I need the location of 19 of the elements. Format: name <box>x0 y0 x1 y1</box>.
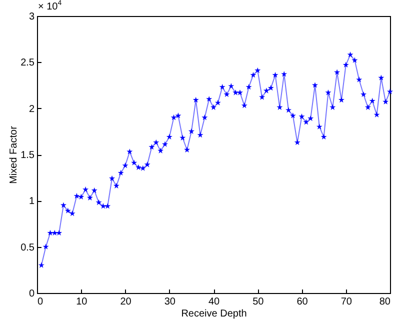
y-tick-label: 0.5 <box>20 242 35 254</box>
y-axis-title: Mixed Factor <box>8 125 20 184</box>
x-tick-label: 40 <box>208 296 220 308</box>
x-tick-label: 60 <box>296 296 308 308</box>
x-tick-label: 70 <box>340 296 352 308</box>
x-tick-label: 30 <box>164 296 176 308</box>
y-tick-label: 1.5 <box>20 150 35 161</box>
y-tick-label: 2.5 <box>20 58 35 69</box>
x-tick-label: 80 <box>379 296 391 308</box>
x-tick-label: 10 <box>76 296 88 308</box>
y-tick-label: 2 <box>28 104 35 115</box>
y-tick-label: 0 <box>28 288 35 300</box>
x-tick-label: 20 <box>120 296 132 308</box>
x-tick-label: 50 <box>252 296 264 308</box>
x-axis-title: Receive Depth <box>181 308 247 320</box>
text: × 10$^{4}$ <box>38 0 62 12</box>
y-tick-label: 1 <box>28 196 35 208</box>
x-tick-label: 0 <box>38 296 44 308</box>
y-tick-label: 3 <box>28 12 35 22</box>
